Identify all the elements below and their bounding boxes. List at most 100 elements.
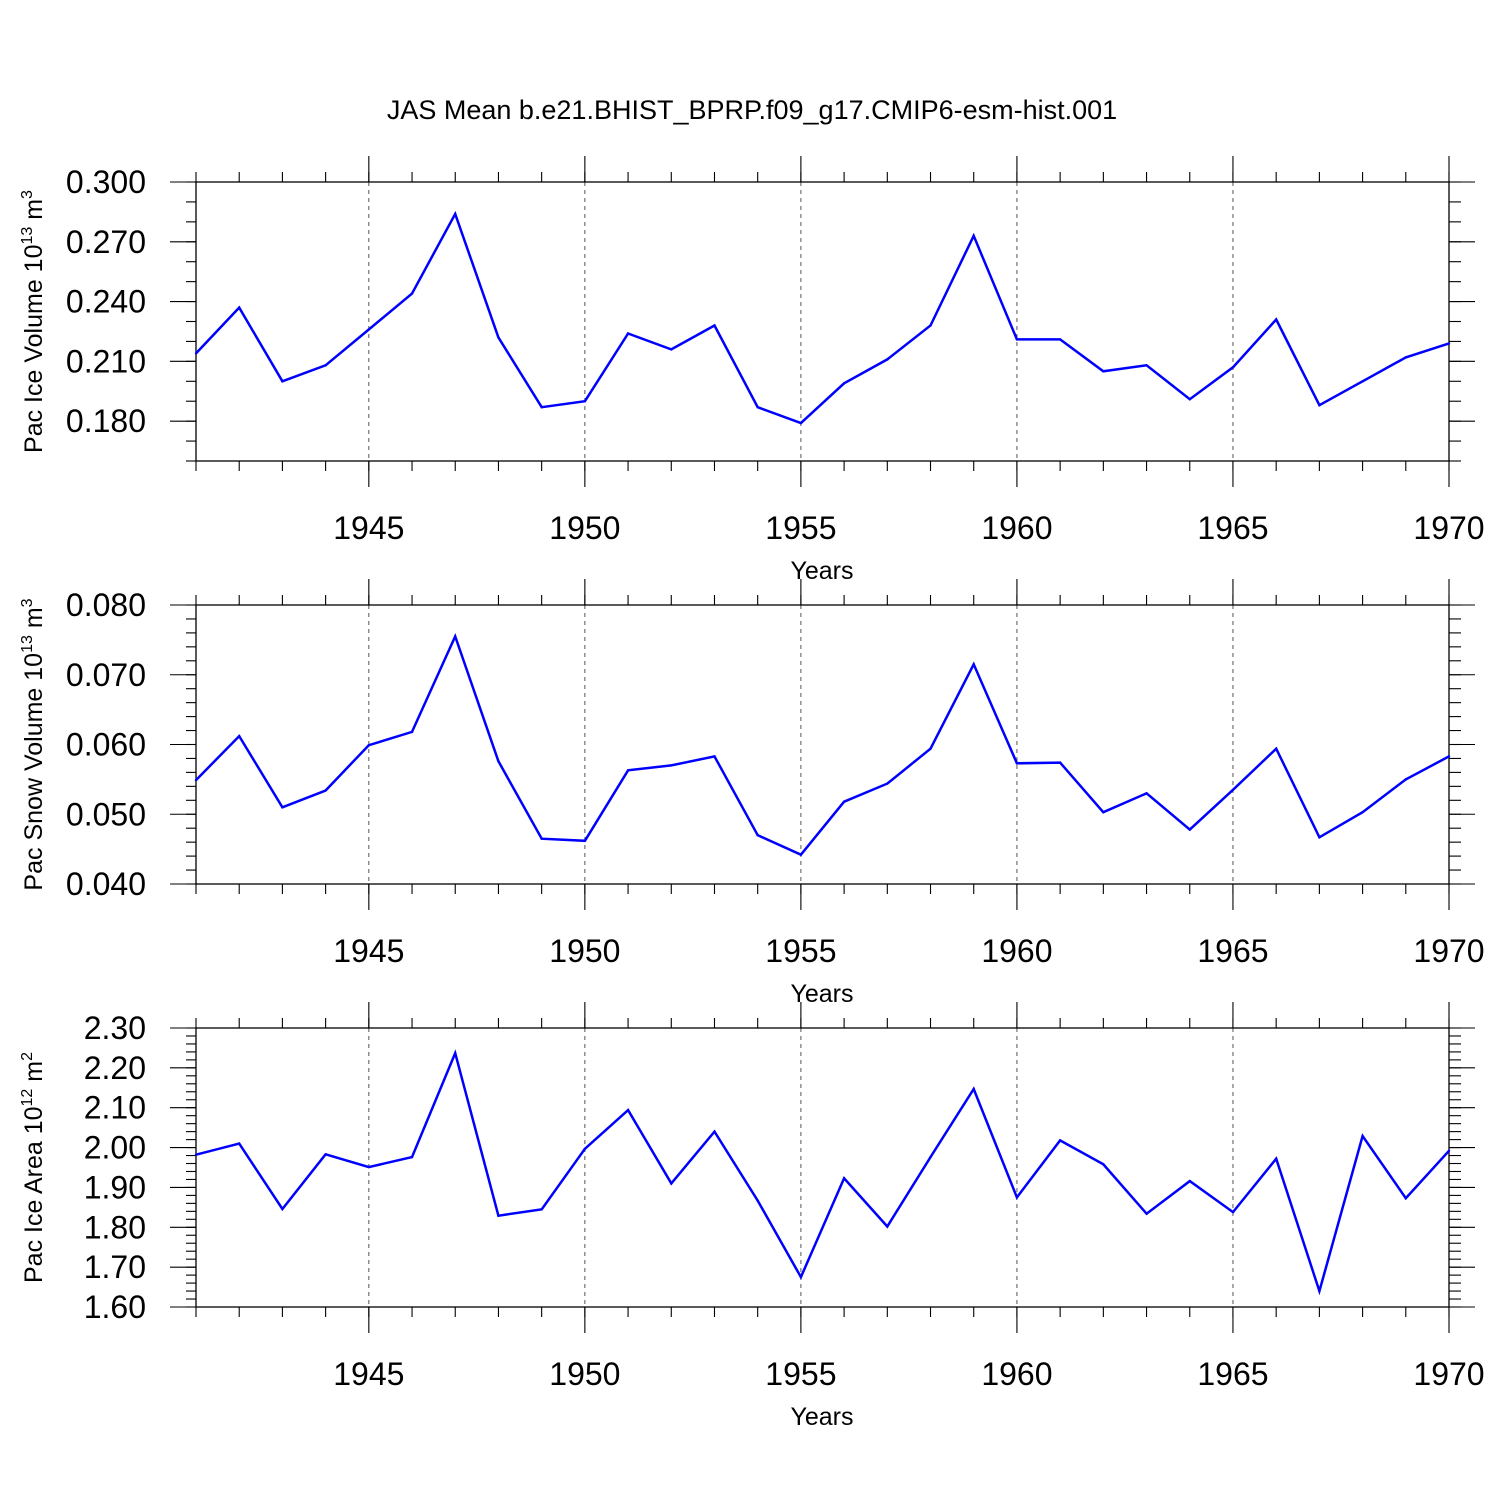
data-point	[410, 1155, 414, 1159]
data-point	[1145, 1212, 1148, 1215]
x-axis-label: Years	[790, 1403, 853, 1431]
y-tick-label: 0.060	[66, 727, 146, 763]
data-point	[454, 212, 457, 216]
data-point	[1274, 747, 1278, 750]
data-point	[583, 1147, 587, 1150]
plot-frame	[195, 604, 1450, 885]
data-point	[367, 1165, 371, 1169]
data-point	[454, 1051, 457, 1055]
data-point	[799, 421, 803, 425]
x-tick-label: 1945	[333, 510, 404, 546]
y-tick-label: 0.240	[66, 284, 146, 320]
x-tick-label: 1970	[1413, 1356, 1484, 1392]
data-point	[497, 336, 500, 339]
y-tick-label: 1.60	[84, 1289, 146, 1325]
data-point	[1188, 828, 1191, 831]
data-point	[929, 1155, 932, 1159]
data-point	[497, 760, 500, 763]
data-point	[626, 332, 630, 335]
data-point	[756, 833, 759, 837]
data-point	[1318, 1289, 1321, 1293]
data-point	[1447, 1149, 1451, 1152]
x-tick-label: 1945	[333, 933, 404, 969]
x-tick-label: 1950	[549, 510, 620, 546]
data-point	[1404, 1196, 1407, 1200]
data-point	[1274, 1157, 1278, 1160]
chart-panel-3: 1945 1950 1955 1960 1965 1970 2.30 2.20 2.10 2.00…	[19, 1002, 1485, 1431]
y-tick-label: 0.180	[66, 403, 146, 439]
data-point	[1188, 1179, 1191, 1183]
data-point	[842, 800, 846, 803]
y-axis-label: Pac Ice Volume 1013 m3	[19, 190, 48, 453]
data-point	[1361, 1134, 1364, 1138]
y-tick-label: 0.210	[66, 343, 146, 379]
x-axis-label: Years	[790, 980, 853, 1008]
y-tick-label: 0.070	[66, 657, 146, 693]
data-point	[324, 789, 327, 792]
data-line	[195, 210, 1450, 425]
x-tick-label: 1970	[1413, 933, 1484, 969]
x-tick-label: 1970	[1413, 510, 1484, 546]
y-tick-label: 2.20	[84, 1050, 146, 1086]
data-point	[1102, 370, 1105, 373]
data-point	[238, 306, 241, 309]
x-tick-label: 1965	[1197, 933, 1268, 969]
data-point	[540, 1208, 543, 1211]
data-point	[281, 380, 284, 383]
data-point	[1404, 778, 1407, 781]
data-point	[1447, 755, 1451, 758]
data-point	[410, 730, 414, 734]
x-tick-label: 1950	[549, 1356, 620, 1392]
x-tick-label: 1945	[333, 1356, 404, 1392]
data-point	[1015, 338, 1019, 341]
data-point	[454, 635, 457, 638]
data-point	[1231, 366, 1235, 369]
data-point	[886, 782, 889, 785]
data-point	[886, 358, 889, 361]
data-point	[324, 364, 327, 367]
data-point	[583, 400, 587, 403]
data-point	[281, 1207, 284, 1211]
chart-panel-2: 1945 1950 1955 1960 1965 1970 0.080 0.070 0.060 0…	[19, 579, 1485, 1008]
data-point	[1231, 788, 1235, 792]
y-tick-label: 1.80	[84, 1209, 146, 1245]
data-point	[367, 743, 371, 747]
data-point	[194, 352, 198, 355]
y-tick-label: 0.040	[66, 866, 146, 902]
x-tick-label: 1955	[765, 933, 836, 969]
data-point	[1274, 318, 1278, 321]
data-point	[1015, 762, 1019, 765]
y-tick-label: 0.270	[66, 224, 146, 260]
data-point	[886, 1225, 889, 1228]
data-point	[929, 324, 932, 327]
data-point	[670, 348, 673, 351]
data-point	[713, 1130, 716, 1133]
data-point	[1058, 338, 1062, 341]
y-tick-label: 0.300	[66, 164, 146, 200]
data-point	[972, 234, 975, 238]
data-point	[410, 292, 414, 295]
data-point	[1318, 836, 1321, 839]
y-tick-label: 1.70	[84, 1249, 146, 1285]
y-tick-label: 0.080	[66, 587, 146, 623]
data-point	[713, 755, 716, 758]
y-tick-label: 2.00	[84, 1130, 146, 1166]
data-point	[670, 764, 673, 767]
figure-title: JAS Mean b.e21.BHIST_BPRP.f09_g17.CMIP6-…	[387, 95, 1117, 125]
data-point	[194, 1153, 198, 1156]
data-point	[194, 778, 198, 782]
data-point	[583, 839, 587, 842]
data-point	[1058, 761, 1062, 764]
data-point	[1102, 810, 1105, 814]
data-point	[281, 806, 284, 809]
data-point	[1447, 342, 1451, 345]
x-axis-label: Years	[790, 557, 853, 585]
data-point	[626, 1108, 630, 1112]
data-point	[1188, 398, 1191, 401]
data-point	[497, 1214, 500, 1217]
data-point	[1361, 380, 1364, 383]
y-tick-label: 0.050	[66, 796, 146, 832]
y-axis-label: Pac Snow Volume 1013 m3	[19, 598, 48, 890]
data-point	[799, 853, 803, 856]
